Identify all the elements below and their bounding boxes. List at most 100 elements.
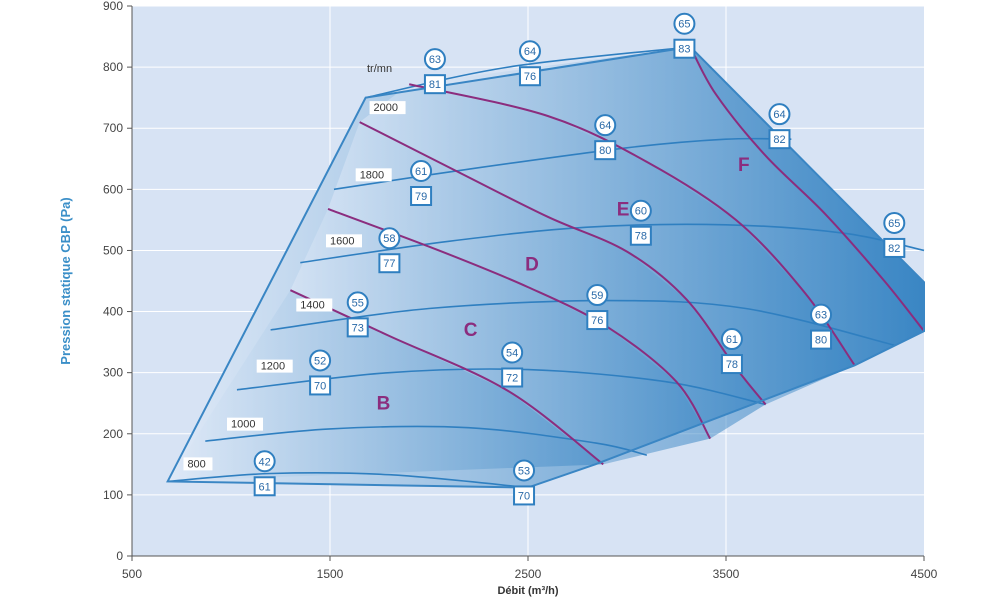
marker-box [518,66,541,87]
marker-circle-value: 64 [773,109,785,121]
marker-circle [253,450,276,473]
marker-circle [518,40,541,63]
efficiency-lines [289,46,925,466]
y-tick-label: 200 [103,427,123,441]
zone-label-D: D [525,255,539,276]
marker-box-value: 76 [524,71,536,83]
y-axis-title: Pression statique CBP (Pa) [58,197,73,364]
marker-box [501,367,524,388]
marker-box-value: 80 [599,145,611,157]
x-axis-title: Débit (m³/h) [497,585,558,597]
marker-circle [346,291,369,314]
zone-label-E: E [617,200,630,221]
marker-box [629,225,652,246]
speed-curve-1000 [205,425,647,456]
speed-label-bg [369,101,406,115]
speed-label: 1400 [300,300,324,312]
marker-box-value: 72 [506,373,518,385]
marker-box-value: 78 [635,231,647,243]
marker-circle-value: 55 [352,297,364,309]
x-tick-label: 4500 [911,567,938,581]
marker-circle-value: 60 [635,206,647,218]
marker-circle-value: 61 [415,166,427,178]
marker-circle [629,199,652,222]
zone-labels: B C D E F [377,155,750,414]
y-tick-label: 800 [103,60,123,74]
zone-label-B: B [377,393,391,414]
x-tick-label: 3500 [713,567,740,581]
marker-circle [673,12,696,35]
speed-label: 1200 [261,361,285,373]
zone-boundary-line [689,46,925,332]
zone-boundary-line [289,289,604,466]
speed-curve-1400 [270,299,895,346]
marker-circle [378,227,401,250]
marker-circle [768,103,791,126]
speed-labels: 800 1000 1200 1400 1600 1800 2000 [183,101,406,471]
zone-label-C: C [464,320,478,341]
operating-envelope [166,45,925,489]
marker-circle-value: 64 [599,120,611,132]
speed-label-bg [296,298,333,312]
marker-box-value: 82 [888,243,900,255]
rpm-unit-label: tr/mn [367,63,392,75]
marker-circle-value: 42 [259,456,271,468]
marker-box-value: 82 [773,134,785,146]
speed-label-bg [256,359,293,373]
marker-box [594,140,617,161]
speed-label: 1800 [360,169,384,181]
marker-circle-value: 59 [591,290,603,302]
speed-label: 1600 [330,235,354,247]
marker-circle [423,48,446,71]
marker-circle [501,341,524,364]
marker-circle-value: 63 [429,54,441,66]
marker-circle-value: 63 [815,310,827,322]
marker-circle-value: 64 [524,46,536,58]
y-tick-label: 400 [103,305,123,319]
y-tick-label: 100 [103,488,123,502]
speed-curve-800 [167,471,529,489]
speed-curve-2000 [365,46,691,99]
marker-box-value: 70 [518,490,530,502]
y-tick-label: 900 [103,0,123,13]
x-tick-label: 500 [122,567,142,581]
speed-label-bg [183,457,213,471]
marker-box [883,237,906,258]
marker-box [673,38,696,59]
speed-label: 1000 [231,419,255,431]
marker-box [346,317,369,338]
speed-curve-1600 [300,223,925,264]
marker-box [378,253,401,274]
marker-circle [810,303,833,326]
zone-label-F: F [738,155,750,176]
marker-box [768,129,791,150]
x-tick-label: 2500 [515,567,542,581]
zone-area [409,46,924,366]
speed-label-bg [326,234,362,248]
marker-circle-value: 53 [518,465,530,477]
marker-circle-value: 65 [888,218,900,230]
marker-circle-value: 61 [726,334,738,346]
y-tick-label: 300 [103,366,123,380]
zone-boundary-line [327,207,712,440]
y-tick-label: 700 [103,121,123,135]
marker-box [253,476,276,497]
marker-box [513,485,536,506]
y-tick-label: 0 [116,549,123,563]
marker-box [720,354,743,375]
marker-box-value: 79 [415,191,427,203]
marker-box [423,74,446,95]
marker-circle [410,160,433,182]
marker-box-value: 80 [815,335,827,347]
marker-circle-value: 58 [383,233,395,245]
marker-circle-value: 65 [678,19,690,31]
y-tick-label: 600 [103,182,123,196]
marker-box [309,375,332,396]
marker-box-value: 77 [383,258,395,270]
marker-box-value: 78 [726,359,738,371]
speed-label: 800 [187,458,205,470]
marker-circle [883,211,906,234]
marker-circle-value: 54 [506,348,518,360]
y-tick-label: 500 [103,243,123,257]
